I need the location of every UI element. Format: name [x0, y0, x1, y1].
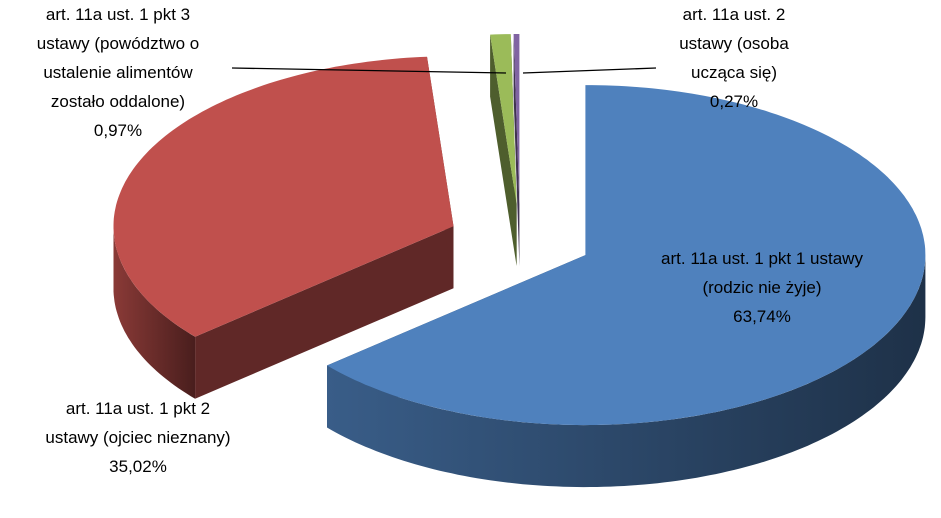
leader-line	[522, 67, 657, 74]
leader-line	[231, 67, 507, 74]
slice-top	[327, 85, 926, 426]
pie-slice	[490, 34, 517, 266]
data-label: art. 11a ust. 1 pkt 2 ustawy (ojciec nie…	[38, 394, 238, 481]
pie-slice	[113, 56, 454, 399]
value-label: 63,74%	[733, 307, 791, 326]
slice-rim	[113, 226, 196, 399]
category-label: art. 11a ust. 1 pkt 3 ustawy (powództwo …	[36, 5, 200, 111]
value-label: 35,02%	[109, 457, 167, 476]
data-label: art. 11a ust. 1 pkt 3 ustawy (powództwo …	[23, 0, 213, 145]
slice-top	[490, 34, 517, 204]
slice-top	[113, 56, 454, 337]
pie-slice	[327, 85, 926, 488]
data-label: art. 11a ust. 1 pkt 1 ustawy (rodzic nie…	[652, 244, 872, 331]
category-label: art. 11a ust. 2 ustawy (osoba ucząca się…	[679, 5, 789, 82]
data-label: art. 11a ust. 2 ustawy (osoba ucząca się…	[659, 0, 809, 116]
pie-slice	[513, 34, 520, 266]
slice-side	[490, 34, 517, 266]
slice-rim	[327, 255, 926, 488]
category-label: art. 11a ust. 1 pkt 1 ustawy (rodzic nie…	[661, 249, 863, 297]
slice-side	[513, 34, 520, 266]
value-label: 0,27%	[709, 92, 759, 111]
category-label: art. 11a ust. 1 pkt 2 ustawy (ojciec nie…	[45, 399, 231, 447]
slice-side	[195, 226, 454, 399]
slice-top	[513, 34, 520, 204]
value-label: 0,97%	[93, 121, 143, 140]
